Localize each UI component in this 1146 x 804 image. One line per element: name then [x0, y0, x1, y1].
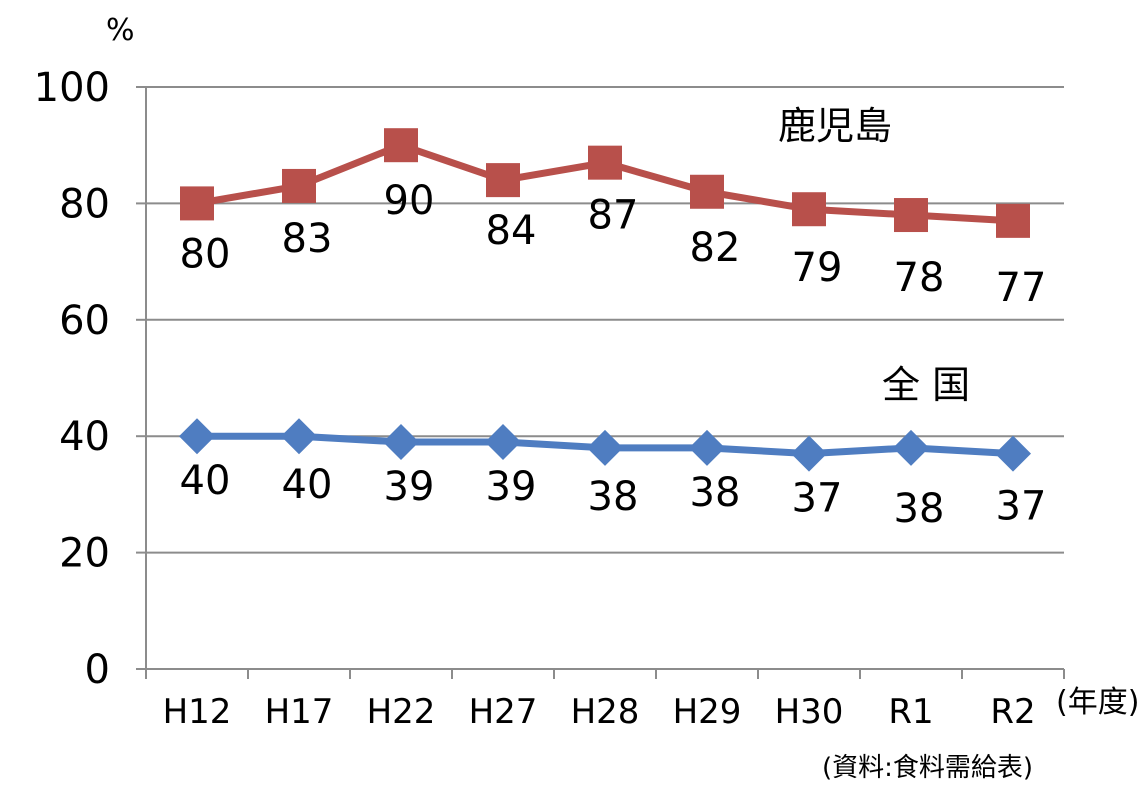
point-marker-0-0 [180, 186, 214, 221]
y-tick-label-60: 60 [59, 298, 110, 344]
x-tick-label-R1: R1 [888, 692, 933, 732]
data-labels: 80 83 90 84 87 82 79 78 77 40 40 39 39 38 38 37 38 37 [180, 178, 1047, 532]
x-tick-label-H27: H27 [469, 692, 538, 732]
point-marker-1-2 [383, 424, 419, 461]
point-marker-0-5 [690, 174, 724, 209]
point-marker-1-4 [587, 429, 623, 466]
data-label-1-2: 39 [384, 464, 435, 510]
data-label-0-5: 82 [690, 225, 741, 271]
point-marker-0-8 [996, 203, 1030, 238]
point-marker-1-6 [791, 435, 827, 472]
series-group [179, 128, 1031, 472]
y-tick-label-80: 80 [59, 181, 110, 227]
x-tick-label-R2: R2 [990, 692, 1035, 732]
x-tick-label-H30: H30 [775, 692, 844, 732]
data-label-1-5: 38 [690, 470, 741, 516]
data-label-1-8: 37 [996, 484, 1047, 530]
data-label-0-4: 87 [588, 193, 639, 239]
data-label-1-3: 39 [486, 464, 537, 510]
point-marker-1-1 [281, 418, 317, 455]
y-tick-label-20: 20 [59, 531, 110, 577]
x-tick-label-H22: H22 [367, 692, 436, 732]
y-tick-label-100: 100 [34, 65, 110, 111]
y-tick-label-0: 0 [85, 647, 110, 693]
point-marker-1-5 [689, 429, 725, 466]
x-axis-unit: (年度) [1056, 685, 1139, 720]
point-marker-1-3 [485, 424, 521, 461]
x-tick-label-H28: H28 [571, 692, 640, 732]
x-tick-label-H17: H17 [265, 692, 334, 732]
series-label-kagoshima: 鹿児島 [778, 104, 892, 148]
x-tick-labels: H12 H17 H22 H27 H28 H29 H30 R1 R2 [163, 692, 1036, 732]
point-marker-1-0 [179, 418, 215, 455]
point-marker-0-2 [384, 128, 418, 163]
y-tick-labels: 0 20 40 60 80 100 [34, 65, 110, 693]
data-label-1-0: 40 [180, 458, 231, 504]
point-marker-0-7 [894, 198, 928, 233]
point-marker-1-7 [893, 429, 929, 466]
point-marker-0-3 [486, 163, 520, 198]
data-label-0-1: 83 [282, 216, 333, 262]
data-label-0-7: 78 [894, 255, 945, 301]
data-label-1-4: 38 [588, 474, 639, 520]
point-marker-0-6 [792, 192, 826, 227]
source-note: (資料:食料需給表) [822, 753, 1033, 783]
data-label-0-3: 84 [486, 208, 537, 254]
x-tick-label-H29: H29 [673, 692, 742, 732]
data-label-0-8: 77 [996, 265, 1047, 311]
data-label-0-0: 80 [180, 231, 231, 277]
point-marker-0-4 [588, 145, 622, 180]
series-label-national: 全 国 [882, 363, 970, 407]
x-tick-label-H12: H12 [163, 692, 232, 732]
data-label-0-2: 90 [384, 178, 435, 224]
point-marker-1-8 [995, 435, 1031, 472]
data-label-1-7: 38 [894, 486, 945, 532]
axes [136, 86, 1065, 679]
y-tick-label-40: 40 [59, 414, 110, 460]
data-label-1-6: 37 [792, 476, 843, 522]
y-axis-unit: % [106, 13, 135, 48]
data-label-0-6: 79 [792, 245, 843, 291]
data-label-1-1: 40 [282, 462, 333, 508]
point-marker-0-1 [282, 168, 316, 203]
